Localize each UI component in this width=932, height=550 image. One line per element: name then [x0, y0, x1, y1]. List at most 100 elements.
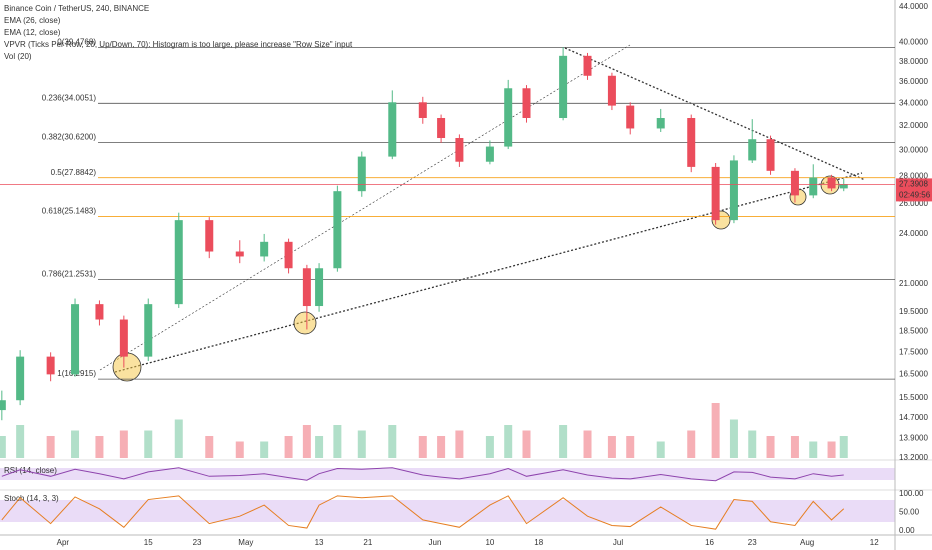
volume-bar: [284, 436, 293, 458]
volume-bar: [16, 425, 25, 458]
candle-body: [626, 105, 635, 129]
x-tick-label: May: [238, 538, 253, 547]
candle-body: [748, 139, 757, 161]
x-tick-label: 16: [705, 538, 714, 547]
last-price-label: 27.3908: [899, 180, 928, 189]
candle-body: [144, 304, 153, 357]
x-tick-label: 23: [748, 538, 757, 547]
candle-body: [437, 117, 446, 139]
last-price-tag: [896, 178, 932, 202]
stoch-line: [1, 495, 845, 530]
x-tick-label: 12: [870, 538, 879, 547]
volume-bar: [357, 430, 366, 458]
volume-bar: [235, 441, 244, 458]
volume-bar: [748, 430, 757, 458]
volume-bar: [302, 425, 311, 458]
y-tick-label: 44.0000: [899, 2, 928, 11]
candle-body: [607, 75, 616, 106]
candle-body: [485, 146, 494, 162]
indicator-label: Vol (20): [4, 52, 32, 61]
volume-bar: [71, 430, 80, 458]
candle-body: [302, 268, 311, 307]
x-tick-label: 21: [363, 538, 372, 547]
rsi-title: RSI (14, close): [4, 466, 57, 475]
volume-bar: [0, 436, 6, 458]
indicator-label: EMA (26, close): [4, 16, 61, 25]
candle-body: [71, 304, 80, 375]
volume-bar: [260, 441, 269, 458]
candle-body: [559, 55, 568, 118]
candle-body: [174, 220, 183, 305]
volume-bar: [522, 430, 531, 458]
y-tick-label: 24.0000: [899, 229, 928, 238]
candle-body: [357, 156, 366, 192]
candle-body: [388, 102, 397, 157]
candle-body: [95, 304, 104, 320]
volume-bar: [485, 436, 494, 458]
volume-bar: [766, 436, 775, 458]
volume-bar: [504, 425, 513, 458]
y-tick-label: 17.5000: [899, 347, 928, 356]
y-tick-label: 18.5000: [899, 327, 928, 336]
rsi-band: [0, 468, 895, 480]
volume-bar: [711, 403, 720, 458]
candle-body: [333, 191, 342, 269]
stoch-title: Stoch (14, 3, 3): [4, 494, 59, 503]
candle-body: [711, 166, 720, 221]
stoch-tick-label: 100.00: [899, 489, 924, 498]
candle-body: [119, 319, 128, 357]
y-tick-label: 16.5000: [899, 369, 928, 378]
candle-body: [729, 160, 738, 221]
trendline: [564, 47, 866, 181]
highlight-circle: [112, 352, 142, 382]
candle-body: [504, 88, 513, 147]
volume-bar: [388, 425, 397, 458]
indicator-label: EMA (12, close): [4, 28, 61, 37]
x-tick-label: Apr: [57, 538, 70, 547]
countdown-label: 02:49:56: [899, 191, 931, 200]
stoch-tick-label: 50.00: [899, 508, 920, 517]
volume-bar: [790, 436, 799, 458]
candle-body: [656, 117, 665, 129]
chart-title: Binance Coin / TetherUS, 240, BINANCE: [4, 4, 149, 13]
volume-bar: [119, 430, 128, 458]
volume-bar: [46, 436, 55, 458]
x-tick-label: 18: [534, 538, 543, 547]
volume-bar: [839, 436, 848, 458]
x-tick-label: 15: [144, 538, 153, 547]
y-tick-label: 13.2000: [899, 453, 928, 462]
y-tick-label: 28.0000: [899, 171, 928, 180]
candle-body: [809, 177, 818, 196]
y-tick-label: 13.9000: [899, 434, 928, 443]
y-tick-label: 40.0000: [899, 38, 928, 47]
candle-body: [0, 400, 6, 411]
rsi-line: [1, 467, 844, 482]
y-tick-label: 19.5000: [899, 307, 928, 316]
volume-bar: [455, 430, 464, 458]
y-tick-label: 38.0000: [899, 57, 928, 66]
fib-label: 0.786(21.2531): [42, 270, 97, 279]
candle-body: [46, 356, 55, 375]
stoch-tick-label: 0.00: [899, 526, 915, 535]
candle-body: [766, 139, 775, 171]
y-tick-label: 21.0000: [899, 279, 928, 288]
candle-body: [827, 177, 836, 189]
volume-bar: [418, 436, 427, 458]
volume-bar: [559, 425, 568, 458]
volume-bar: [144, 430, 153, 458]
y-tick-label: 32.0000: [899, 121, 928, 130]
candle-body: [687, 117, 696, 167]
volume-bar: [205, 436, 214, 458]
y-tick-label: 15.5000: [899, 393, 928, 402]
volume-bar: [333, 425, 342, 458]
volume-bar: [656, 441, 665, 458]
y-tick-label: 26.0000: [899, 199, 928, 208]
fib-label: 0.382(30.6200): [42, 133, 97, 142]
volume-bar: [827, 441, 836, 458]
volume-bar: [315, 436, 324, 458]
x-tick-label: 23: [193, 538, 202, 547]
volume-bar: [95, 436, 104, 458]
candle-body: [418, 102, 427, 118]
